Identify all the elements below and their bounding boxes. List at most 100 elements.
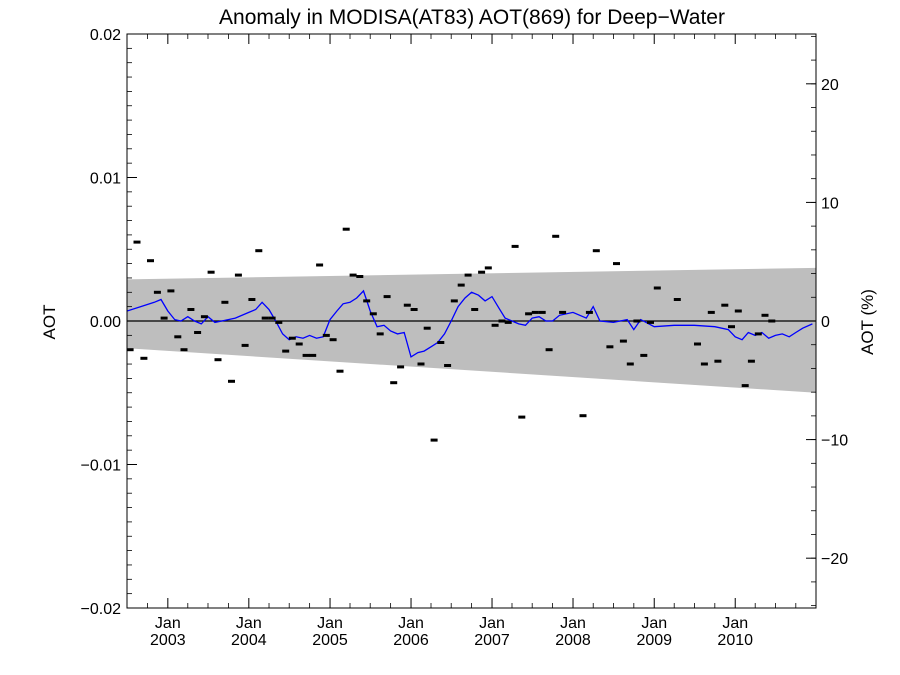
data-point: [390, 381, 398, 385]
data-point: [626, 362, 634, 366]
data-point: [728, 325, 735, 329]
data-point: [592, 249, 600, 253]
data-point: [167, 289, 175, 293]
data-point: [241, 343, 249, 347]
data-point: [207, 270, 215, 274]
data-point: [640, 353, 648, 357]
chart-title: Anomaly in MODISA(AT83) AOT(869) for Dee…: [219, 6, 725, 29]
data-point: [559, 310, 567, 314]
data-point: [700, 362, 708, 366]
data-point: [349, 273, 357, 277]
data-point: [282, 349, 290, 353]
plot-area: 0.020.010.00−0.01−0.0220100−10−20Jan2003…: [81, 27, 849, 649]
data-point: [437, 341, 445, 344]
data-point: [673, 298, 681, 301]
x-tick-label-month: Jan: [722, 615, 748, 632]
x-tick-label-year: 2008: [555, 632, 591, 649]
data-point: [525, 312, 533, 316]
data-point: [133, 240, 141, 244]
data-point: [309, 353, 317, 357]
data-point: [653, 286, 661, 290]
data-point: [268, 316, 276, 320]
data-point: [444, 364, 452, 367]
data-point: [187, 308, 195, 311]
data-point: [464, 273, 472, 277]
x-tick-label-month: Jan: [479, 615, 505, 632]
data-point: [174, 335, 182, 339]
x-tick-label-month: Jan: [398, 615, 424, 632]
data-point: [194, 331, 202, 334]
x-tick-label-month: Jan: [236, 615, 262, 632]
x-tick-label-year: 2004: [231, 632, 267, 649]
data-point: [633, 319, 641, 323]
x-tick-label-year: 2010: [717, 632, 753, 649]
x-tick-label-year: 2005: [312, 632, 348, 649]
data-point: [234, 273, 242, 277]
data-point: [302, 353, 310, 357]
data-point: [147, 259, 154, 263]
data-point: [322, 333, 330, 337]
data-point: [275, 320, 283, 324]
x-tick-label-year: 2007: [474, 632, 510, 649]
data-point: [538, 310, 546, 314]
y-tick-label-right: 10: [821, 195, 839, 212]
y-axis-label-left: AOT: [40, 305, 59, 340]
data-point: [585, 310, 593, 314]
data-point: [376, 332, 384, 336]
y-tick-label-left: 0.02: [90, 27, 121, 44]
data-point: [342, 227, 350, 231]
data-point: [430, 438, 438, 442]
data-point: [180, 348, 188, 352]
data-point: [221, 300, 229, 304]
data-point: [383, 295, 391, 299]
data-point: [484, 266, 492, 270]
x-tick-label-month: Jan: [155, 615, 181, 632]
y-tick-label-right: −10: [821, 433, 848, 450]
data-point: [417, 362, 425, 366]
data-point: [498, 319, 506, 323]
y-tick-label-right: 20: [821, 77, 839, 94]
data-point: [694, 342, 701, 346]
data-point: [316, 263, 324, 267]
data-point: [747, 359, 755, 363]
smoothed-trend-line: [126, 289, 813, 358]
data-point: [761, 313, 769, 317]
data-point: [397, 365, 405, 369]
y-tick-label-left: −0.02: [81, 601, 122, 618]
data-point: [579, 414, 587, 418]
data-point: [363, 299, 371, 303]
data-point: [336, 369, 344, 373]
data-point: [471, 308, 479, 311]
data-point: [403, 303, 411, 307]
data-point: [457, 283, 465, 287]
data-point: [140, 356, 148, 360]
data-point: [255, 249, 263, 253]
x-tick-label-year: 2009: [636, 632, 672, 649]
x-tick-label-month: Jan: [641, 615, 667, 632]
data-point: [423, 326, 431, 330]
data-point: [356, 275, 364, 278]
data-point: [450, 299, 458, 303]
data-point: [248, 298, 256, 301]
x-tick-label-year: 2006: [393, 632, 429, 649]
data-point: [545, 348, 553, 352]
y-tick-label-left: −0.01: [81, 458, 122, 475]
y-axis-label-right: AOT (%): [858, 289, 877, 355]
data-point: [613, 262, 620, 266]
data-point: [606, 345, 614, 349]
x-tick-label-month: Jan: [317, 615, 343, 632]
data-point: [410, 308, 418, 311]
uncertainty-band: [127, 267, 816, 393]
data-point: [491, 323, 499, 327]
data-point: [160, 316, 168, 320]
data-point: [200, 315, 208, 319]
y-tick-label-right: −20: [821, 551, 848, 568]
data-point: [721, 303, 729, 307]
data-point: [329, 338, 337, 342]
data-point: [768, 319, 776, 323]
data-point: [754, 332, 762, 336]
x-tick-label-year: 2003: [150, 632, 186, 649]
data-point: [369, 312, 377, 316]
y-tick-label-right: 0: [821, 314, 830, 331]
